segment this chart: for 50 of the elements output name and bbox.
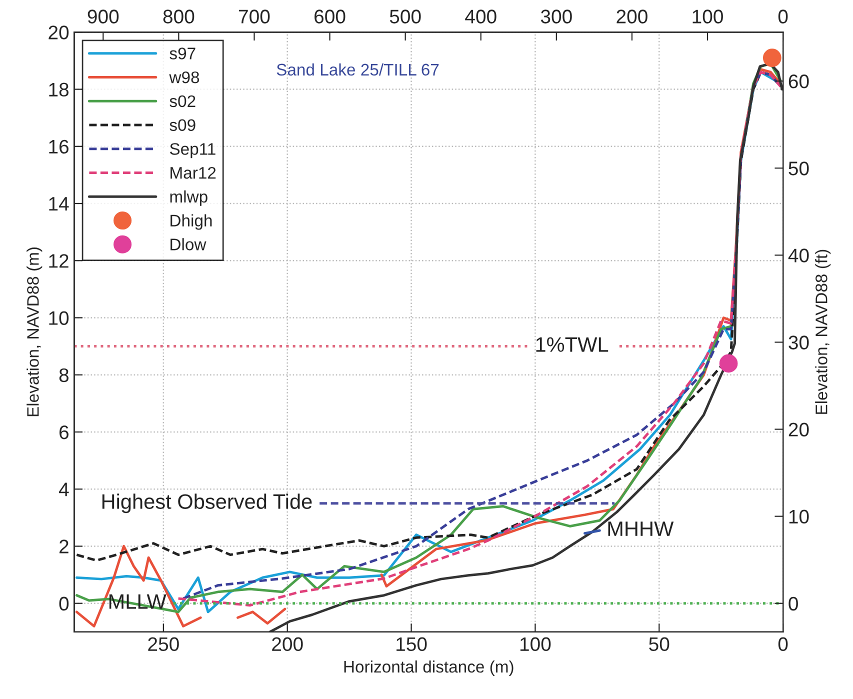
x-axis-title: Horizontal distance (m) <box>344 660 514 676</box>
y-tick-label: 8 <box>59 368 69 382</box>
legend-label: s97 <box>170 48 196 60</box>
y-tick-label: 14 <box>49 197 69 211</box>
x2-tick-label: 600 <box>314 10 346 24</box>
x2-tick-label: 200 <box>616 10 648 24</box>
y-tick-label: 0 <box>59 596 69 611</box>
x2-tick-label: 100 <box>692 10 723 24</box>
y2-tick-label: 30 <box>788 336 809 350</box>
y-tick-label: 2 <box>60 540 68 554</box>
legend-label: Sep11 <box>170 143 216 158</box>
x2-tick-label: 400 <box>465 10 496 24</box>
legend-label: Mar12 <box>170 166 216 179</box>
y-tick-label: 10 <box>49 311 69 325</box>
x-tick-label: 100 <box>520 637 551 652</box>
x2-tick-label: 700 <box>239 10 270 24</box>
y-tick-label: 6 <box>60 425 68 440</box>
legend-label: s02 <box>170 95 196 108</box>
x-tick-label: 250 <box>148 637 179 652</box>
legend-label: mlwp <box>170 190 208 206</box>
x2-tick-label: 500 <box>390 10 421 24</box>
x-tick-label: 0 <box>778 637 788 652</box>
legend-label: s09 <box>170 119 196 132</box>
x-tick-label: 200 <box>272 637 303 652</box>
annotation: Highest Observed Tide <box>102 494 312 514</box>
annotation: 1%TWL <box>536 337 608 352</box>
y-axis-title: Elevation, NAVD88 (m) <box>26 248 42 416</box>
y2-tick-label: 50 <box>788 162 809 176</box>
x2-tick-label: 0 <box>778 10 788 24</box>
y-tick-label: 18 <box>49 82 69 97</box>
legend-label: Dhigh <box>170 214 212 230</box>
y2-tick-label: 60 <box>788 74 809 88</box>
y2-tick-label: 40 <box>788 248 809 262</box>
y2-tick-label: 0 <box>788 596 798 611</box>
y-tick-label: 12 <box>49 254 68 268</box>
annotation: Sand Lake 25/TILL 67 <box>276 63 439 76</box>
x-tick-label: 50 <box>649 637 670 652</box>
legend-label: w98 <box>169 71 200 84</box>
y-tick-label: 4 <box>58 482 69 496</box>
y2-tick-label: 10 <box>789 510 809 524</box>
annotation: MHHW <box>608 522 674 536</box>
y-tick-label: 16 <box>49 140 68 154</box>
legend-label: Dlow <box>170 238 206 250</box>
x2-tick-label: 900 <box>88 10 119 24</box>
y2-tick-label: 20 <box>788 422 809 436</box>
y-tick-label: 20 <box>48 26 69 40</box>
x-tick-label: 150 <box>396 637 427 652</box>
y2-axis-title: Elevation, NAVD88 (ft) <box>815 250 831 414</box>
x2-tick-label: 300 <box>540 10 572 24</box>
x2-tick-label: 800 <box>163 10 194 24</box>
